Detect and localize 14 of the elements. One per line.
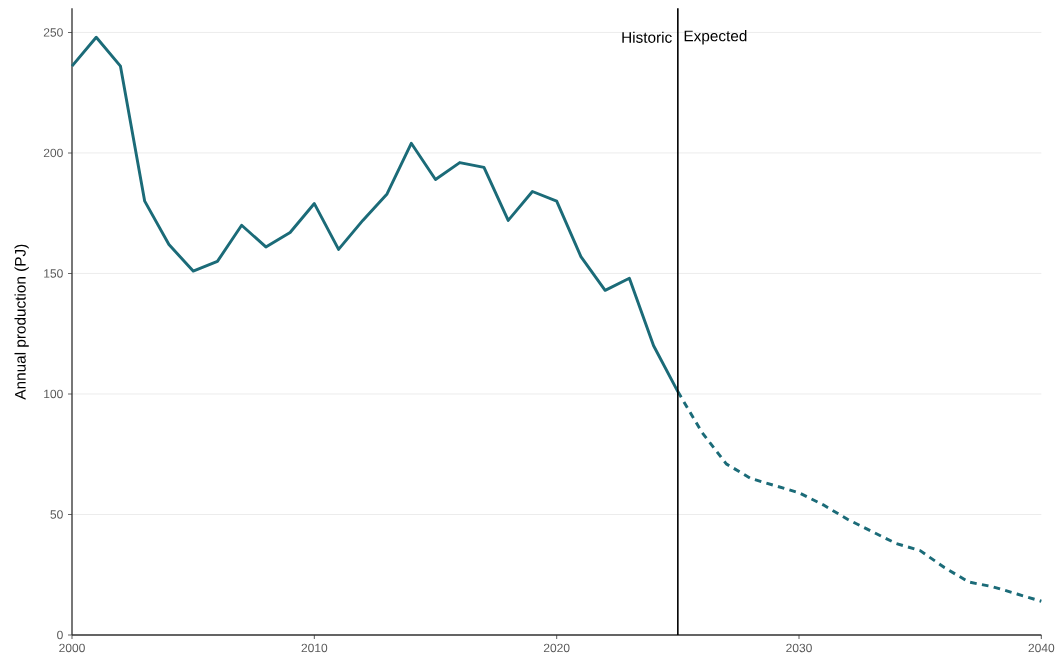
y-tick-label: 100 [44,389,63,399]
y-axis-title: Annual production (PJ) [14,244,29,400]
y-tick-label: 50 [50,510,63,519]
y-tick-label: 200 [43,148,63,158]
y-tick-label: 0 [57,630,63,640]
x-tick-label: 2030 [786,643,812,653]
annotation: Historic [622,31,672,43]
x-tick-label: 2020 [543,643,570,653]
x-tick-label: 2040 [1028,643,1055,653]
x-tick-label: 2000 [59,643,85,653]
x-tick-label: 2010 [301,643,328,653]
y-tick-label: 150 [44,269,63,278]
y-tick-label: 250 [43,28,63,37]
annotation: Expected [684,30,747,45]
